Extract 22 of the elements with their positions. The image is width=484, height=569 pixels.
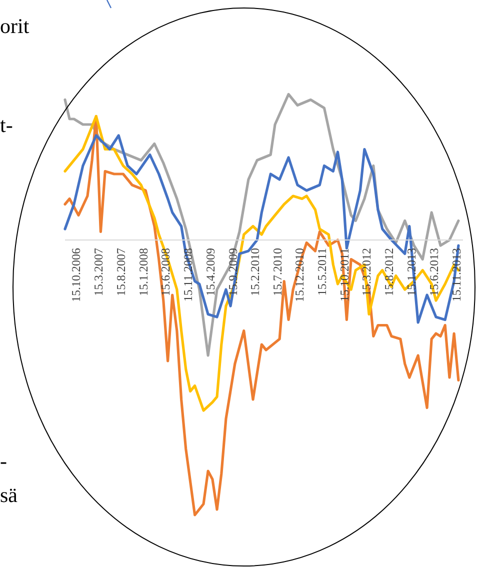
x-tick-label: 15.3.2007 bbox=[91, 248, 106, 296]
x-tick-label: 15.1.2008 bbox=[136, 248, 150, 296]
x-tick-label: 15.4.2009 bbox=[203, 248, 218, 296]
x-tick-label: 15.11.2013 bbox=[449, 248, 464, 302]
x-tick-label: 15.2.2010 bbox=[248, 248, 262, 296]
x-tick-label: 15.6.2008 bbox=[158, 248, 173, 296]
text: sä bbox=[0, 483, 18, 507]
x-tick-label: 15.5.2011 bbox=[314, 248, 329, 296]
x-tick-label: 15.10.2011 bbox=[337, 248, 352, 302]
x-tick-label: 15.3.2012 bbox=[360, 248, 374, 296]
x-tick-label: 15.11.2008 bbox=[181, 248, 196, 302]
x-tick-label: 15.9.2009 bbox=[226, 248, 240, 296]
x-tick-label: 15.8.2012 bbox=[382, 248, 396, 296]
x-tick-label: 15.8.2007 bbox=[114, 248, 128, 296]
text: - bbox=[0, 449, 7, 473]
x-tick-label: 15.1.2013 bbox=[404, 248, 419, 296]
x-tick-label: 15.6.2013 bbox=[426, 248, 441, 296]
text: orit bbox=[0, 14, 30, 38]
x-tick-label: 15.7.2010 bbox=[270, 248, 284, 296]
x-tick-label: 15.12.2010 bbox=[292, 248, 307, 302]
text: t- bbox=[0, 113, 13, 137]
x-tick-label: 15.10.2006 bbox=[69, 248, 84, 302]
